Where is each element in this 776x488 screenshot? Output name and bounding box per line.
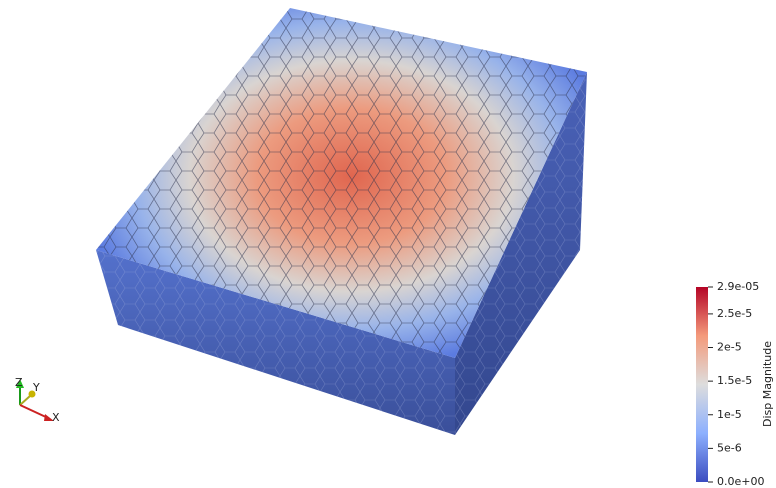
colorbar-title: Disp Magnitude: [761, 341, 774, 427]
tick-label: 0.0e+00: [717, 475, 764, 488]
tick-label: 1.5e-5: [717, 374, 752, 387]
axis-label: Y: [32, 381, 40, 394]
tick-label: 1e-5: [717, 408, 742, 421]
colorbar-ramp: [696, 287, 708, 482]
mesh-render: [96, 8, 587, 435]
tick-label: 2.5e-5: [717, 307, 752, 320]
axis-label: Z: [15, 376, 23, 389]
tick-label: 2e-5: [717, 341, 742, 354]
tick-label: 2.9e-05: [717, 280, 759, 293]
tick-label: 5e-6: [717, 441, 742, 454]
axes-triad: Z Y X: [15, 376, 60, 424]
axis-label: X: [52, 411, 60, 424]
colorbar: Disp Magnitude 2.9e-05 2.5e-5 2e-5 1.5e-5 1e…: [696, 280, 774, 488]
